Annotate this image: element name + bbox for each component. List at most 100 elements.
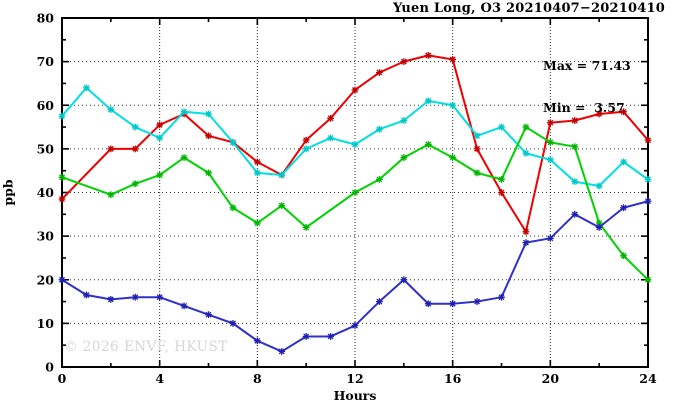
series-blue-marker [474, 298, 481, 305]
series-blue-marker [425, 300, 432, 307]
series-green-marker [547, 139, 554, 146]
series-green-marker [645, 276, 651, 283]
series-cyan-marker [645, 176, 651, 183]
series-red-marker [376, 69, 383, 76]
series-green-marker [59, 174, 65, 181]
series-cyan-marker [425, 97, 432, 104]
series-green-marker [205, 169, 212, 176]
series-green-marker [522, 124, 529, 131]
series-green-marker [156, 172, 163, 179]
series-red-marker [425, 52, 432, 59]
series-cyan-marker [156, 135, 163, 141]
y-tick-label: 10 [37, 316, 55, 331]
series-blue-marker [522, 239, 529, 246]
series-cyan-marker [352, 141, 358, 148]
series-green-marker [425, 141, 432, 148]
series-green-marker [132, 180, 139, 187]
series-cyan-marker [498, 124, 505, 131]
series-blue-marker [400, 276, 407, 283]
series-cyan-marker [596, 182, 603, 189]
series-cyan-marker [449, 102, 456, 109]
y-tick-label: 20 [37, 272, 55, 287]
series-green-marker [254, 220, 261, 226]
series-cyan-marker [83, 84, 90, 91]
series-blue-marker [498, 294, 505, 301]
series-cyan-marker [205, 111, 212, 117]
series-cyan-marker [400, 117, 407, 124]
series-red-marker [205, 132, 212, 139]
series-green-marker [449, 154, 456, 161]
series-red-marker [571, 117, 578, 124]
series-red-marker [498, 189, 505, 196]
series-blue-marker [376, 298, 383, 305]
series-red-marker [107, 145, 114, 152]
series-cyan-marker [132, 124, 139, 131]
series-blue-marker [254, 337, 261, 344]
series-green-marker [474, 169, 481, 176]
series-blue-marker [547, 235, 554, 242]
series-blue-marker [59, 276, 65, 283]
chart-title: Yuen Long, O3 20210407−20210410 [393, 1, 665, 16]
series-green-marker [352, 189, 358, 196]
series-red-marker [620, 108, 627, 115]
y-axis-title: ppb [0, 179, 16, 206]
series-blue-marker [571, 211, 578, 218]
y-tick-label: 40 [37, 185, 55, 200]
series-cyan-marker [571, 178, 578, 185]
series-red-marker [254, 159, 261, 165]
series-green-marker [303, 224, 310, 231]
x-tick-label: 16 [444, 371, 462, 386]
x-tick-label: 24 [639, 371, 657, 386]
series-blue-marker [645, 198, 651, 205]
series-green-marker [620, 252, 627, 259]
series-red-marker [303, 137, 310, 144]
series-green-marker [498, 176, 505, 183]
series-cyan-marker [278, 172, 285, 179]
y-tick-label: 50 [37, 141, 55, 156]
x-tick-label: 0 [58, 371, 67, 386]
series-red-marker [132, 145, 139, 152]
series-green-marker [376, 176, 383, 183]
x-tick-label: 12 [346, 371, 363, 386]
x-tick-label: 4 [155, 371, 164, 386]
series-red-marker [400, 58, 407, 65]
series-blue-marker [278, 348, 285, 355]
series-cyan-marker [620, 159, 627, 165]
series-green-line [61, 126, 649, 281]
series-green-marker [181, 154, 188, 161]
series-red-marker [449, 56, 456, 63]
series-red-marker [522, 228, 529, 235]
series-blue-marker [352, 322, 358, 329]
series-cyan-marker [547, 156, 554, 163]
y-tick-label: 0 [45, 360, 54, 375]
series-cyan-marker [327, 135, 334, 141]
series-green-marker [571, 143, 578, 150]
max-label: Max = 71.43 [543, 58, 631, 73]
series-blue-marker [205, 311, 212, 318]
series-red-marker [596, 111, 603, 117]
series-blue-marker [83, 292, 90, 298]
series-cyan-marker [474, 132, 481, 139]
series-red-marker [474, 145, 481, 152]
series-green-marker [107, 191, 114, 198]
series-green-marker [400, 154, 407, 161]
series-cyan-marker [254, 169, 261, 176]
series-red-marker [547, 119, 554, 126]
watermark: © 2026 ENVF, HKUST [64, 339, 228, 355]
min-label: Min = 3.57 [543, 100, 625, 115]
maxmin-annotation: Max = 71.43 Min = 3.57 [543, 31, 631, 143]
series-red-marker [156, 121, 163, 128]
series-cyan-marker [303, 145, 310, 152]
series-red-marker [645, 137, 651, 144]
series-blue-marker [596, 224, 603, 231]
series-blue-marker [620, 204, 627, 211]
x-tick-label: 8 [253, 371, 262, 386]
series-blue-marker [303, 333, 310, 340]
series-red-marker [327, 115, 334, 122]
series-cyan-marker [376, 126, 383, 133]
series-cyan-marker [522, 150, 529, 157]
x-tick-label: 20 [542, 371, 560, 386]
series-blue-marker [107, 296, 114, 303]
y-tick-label: 80 [37, 11, 55, 26]
